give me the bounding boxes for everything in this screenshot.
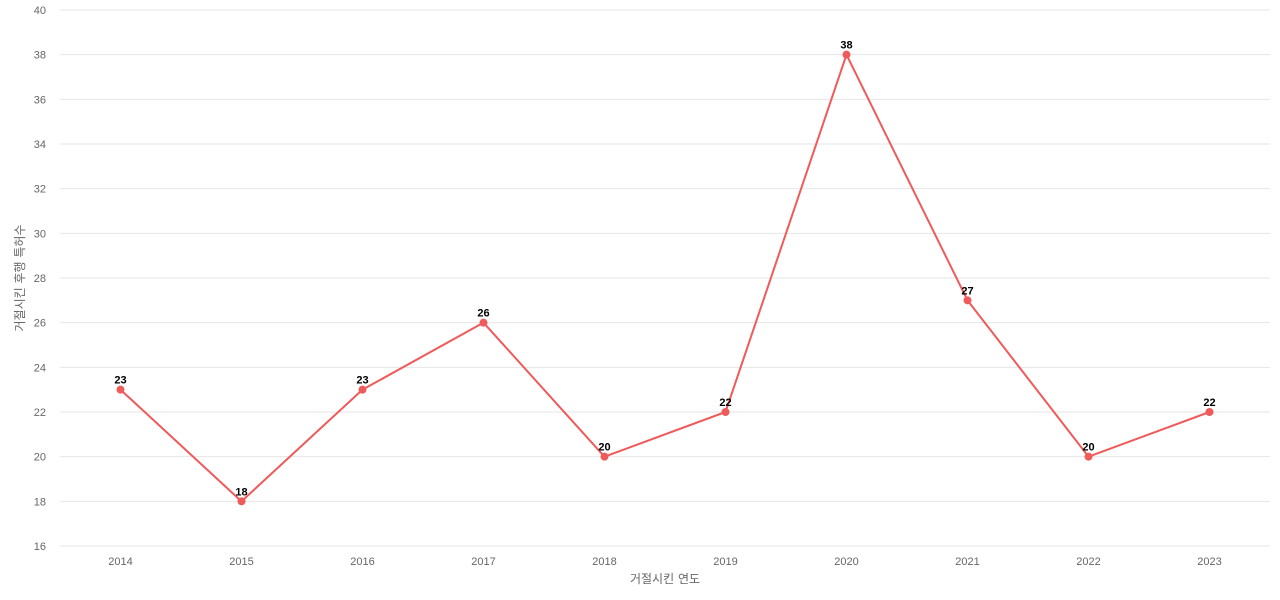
y-tick-label: 26 bbox=[34, 318, 46, 330]
x-axis-title: 거절시킨 연도 bbox=[630, 572, 700, 586]
data-point bbox=[600, 452, 609, 461]
data-label: 20 bbox=[1082, 442, 1094, 454]
series-group bbox=[116, 50, 1214, 506]
x-tick-label: 2017 bbox=[471, 556, 495, 568]
x-tick-label: 2016 bbox=[350, 556, 374, 568]
data-label: 23 bbox=[356, 375, 368, 387]
data-point bbox=[1084, 452, 1093, 461]
x-tick-label: 2022 bbox=[1076, 556, 1100, 568]
x-axis-ticks: 2014 2015 2016 2017 2018 2019 2020 2021 2022 2023 bbox=[108, 556, 1221, 568]
x-tick-label: 2015 bbox=[229, 556, 253, 568]
y-tick-label: 18 bbox=[34, 496, 46, 508]
data-label: 23 bbox=[114, 375, 126, 387]
data-point bbox=[842, 50, 851, 59]
y-tick-label: 40 bbox=[34, 5, 46, 17]
x-tick-label: 2021 bbox=[955, 556, 979, 568]
x-tick-label: 2019 bbox=[713, 556, 737, 568]
x-tick-label: 2014 bbox=[108, 556, 132, 568]
y-tick-label: 22 bbox=[34, 407, 46, 419]
y-tick-label: 34 bbox=[34, 139, 46, 151]
data-point bbox=[963, 296, 972, 305]
data-label: 20 bbox=[598, 442, 610, 454]
x-tick-label: 2020 bbox=[834, 556, 858, 568]
data-label: 18 bbox=[235, 486, 247, 498]
y-tick-label: 28 bbox=[34, 273, 46, 285]
y-tick-label: 24 bbox=[34, 362, 46, 374]
y-tick-label: 38 bbox=[34, 50, 46, 62]
y-tick-label: 32 bbox=[34, 184, 46, 196]
data-point bbox=[116, 385, 125, 394]
y-tick-label: 20 bbox=[34, 452, 46, 464]
data-label: 38 bbox=[840, 40, 852, 52]
y-axis-ticks: 16 18 20 22 24 26 28 30 32 34 36 38 40 bbox=[34, 5, 46, 553]
data-point bbox=[358, 385, 367, 394]
grid-lines bbox=[60, 9, 1270, 547]
x-tick-label: 2023 bbox=[1197, 556, 1221, 568]
series-line bbox=[119, 53, 1210, 503]
y-tick-label: 30 bbox=[34, 228, 46, 240]
data-point bbox=[479, 318, 488, 327]
data-label: 26 bbox=[477, 308, 489, 320]
data-label: 22 bbox=[1203, 397, 1215, 409]
y-tick-label: 36 bbox=[34, 94, 46, 106]
data-point bbox=[1205, 408, 1214, 416]
data-label: 22 bbox=[719, 397, 731, 409]
data-labels: 23 18 23 26 20 22 38 27 20 22 bbox=[114, 40, 1215, 499]
y-axis-title: 거절시킨 후행 특허수 bbox=[12, 225, 27, 332]
data-point bbox=[721, 408, 730, 416]
data-point bbox=[237, 497, 246, 506]
x-tick-label: 2018 bbox=[592, 556, 616, 568]
data-label: 27 bbox=[961, 285, 973, 297]
y-tick-label: 16 bbox=[34, 541, 46, 553]
